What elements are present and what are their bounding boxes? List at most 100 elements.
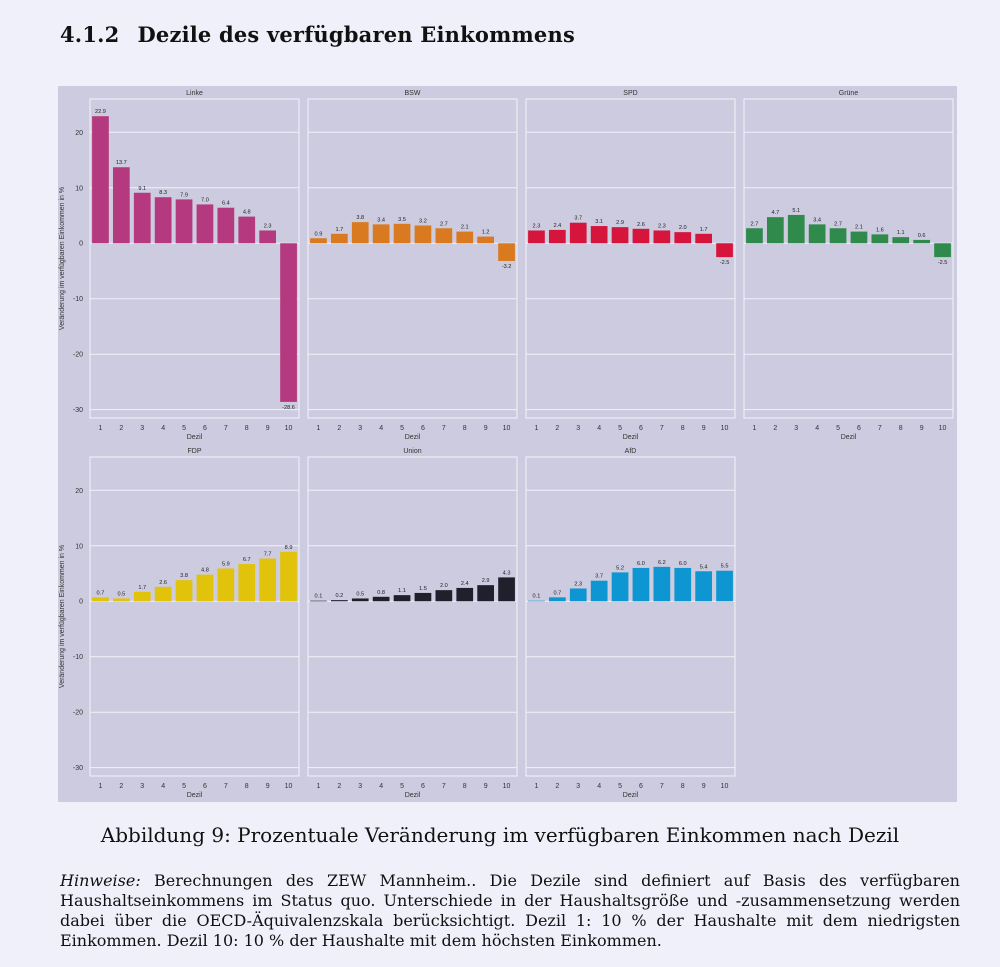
data-label: -3.2 [502, 264, 512, 270]
bar [716, 570, 733, 602]
data-label: 1.6 [876, 227, 884, 233]
data-label: 0.1 [533, 594, 541, 600]
y-tick-label: -10 [73, 296, 83, 303]
bar [808, 224, 826, 244]
data-label: 0.5 [117, 591, 125, 597]
bar [414, 225, 432, 244]
data-label: 3.4 [377, 217, 385, 223]
x-tick-label: 10 [721, 783, 729, 790]
bar [196, 204, 214, 244]
bar [238, 216, 256, 244]
data-label: 2.6 [159, 580, 167, 586]
x-tick-label: 3 [140, 783, 144, 790]
x-tick-label: 9 [266, 783, 270, 790]
data-label: 5.5 [721, 564, 729, 570]
data-label: 1.2 [482, 230, 490, 236]
bar [435, 590, 453, 602]
data-label: 3.2 [419, 218, 427, 224]
data-label: 3.4 [813, 217, 821, 223]
data-label: 3.7 [595, 574, 603, 580]
x-tick-label: 4 [161, 425, 165, 432]
bar [829, 228, 847, 244]
x-tick-label: 2 [337, 425, 341, 432]
x-tick-label: 10 [503, 425, 511, 432]
y-tick-label: -30 [73, 765, 83, 772]
bar [590, 226, 608, 244]
bar [674, 567, 692, 602]
data-label: 9.1 [138, 186, 146, 192]
x-tick-label: 7 [224, 783, 228, 790]
data-label: 2.3 [658, 223, 666, 229]
x-tick-label: 8 [245, 425, 249, 432]
x-tick-label: 5 [400, 783, 404, 790]
section-title: Dezile des verfügbaren Einkommens [137, 22, 575, 47]
bar [456, 231, 474, 244]
x-axis-label: Dezil [623, 792, 639, 799]
x-tick-label: 1 [316, 783, 320, 790]
x-tick-label: 10 [721, 425, 729, 432]
x-tick-label: 8 [899, 425, 903, 432]
x-tick-label: 8 [245, 783, 249, 790]
y-tick-label: 10 [75, 543, 83, 550]
x-tick-label: 3 [576, 783, 580, 790]
x-axis-label: Dezil [187, 792, 203, 799]
bar [787, 214, 805, 244]
x-tick-label: 6 [203, 783, 207, 790]
data-label: 7.7 [264, 552, 272, 558]
data-label: 3.8 [356, 215, 364, 221]
bar [393, 223, 411, 244]
data-label: 6.0 [637, 561, 645, 567]
bar [351, 598, 369, 602]
data-label: 2.3 [264, 223, 272, 229]
x-tick-label: 8 [463, 783, 467, 790]
panel-title: Union [403, 448, 421, 455]
bar [351, 222, 369, 244]
data-label: 0.1 [315, 594, 323, 600]
bar [934, 243, 951, 258]
data-label: 1.1 [897, 230, 905, 236]
x-tick-label: 2 [337, 783, 341, 790]
bar [175, 580, 193, 602]
data-label: 2.7 [440, 221, 448, 227]
data-label: 2.6 [637, 222, 645, 228]
bar [766, 217, 784, 244]
x-tick-label: 7 [224, 425, 228, 432]
data-label: 4.7 [771, 210, 779, 216]
bar [259, 558, 277, 602]
bar [217, 568, 235, 602]
data-label: 4.8 [201, 568, 209, 574]
x-tick-label: 3 [358, 425, 362, 432]
x-tick-label: 4 [379, 783, 383, 790]
y-tick-label: 0 [79, 241, 83, 248]
y-tick-label: -20 [73, 352, 83, 359]
x-axis-label: Dezil [187, 434, 203, 441]
x-tick-label: 6 [421, 425, 425, 432]
data-label: 2.9 [616, 220, 624, 226]
y-tick-label: 0 [79, 599, 83, 606]
x-tick-label: 5 [836, 425, 840, 432]
bar [611, 227, 629, 244]
x-tick-label: 7 [660, 425, 664, 432]
bar [850, 231, 868, 244]
data-label: 0.7 [553, 590, 561, 596]
bar [112, 598, 130, 602]
data-label: 5.1 [792, 208, 800, 214]
panel-frame [307, 456, 518, 777]
x-tick-label: 5 [618, 783, 622, 790]
x-tick-label: 9 [702, 783, 706, 790]
bar [674, 232, 692, 244]
data-label: 3.8 [180, 573, 188, 579]
x-tick-label: 3 [140, 425, 144, 432]
panel-title: SPD [623, 90, 637, 97]
x-tick-label: 1 [316, 425, 320, 432]
notes-label: Hinweise: [60, 871, 141, 890]
x-tick-label: 3 [576, 425, 580, 432]
x-tick-label: 5 [182, 425, 186, 432]
data-label: 6.7 [243, 557, 251, 563]
data-label: 7.9 [180, 192, 188, 198]
bar [112, 167, 130, 244]
bar [133, 591, 151, 602]
bar [196, 574, 214, 602]
data-label: -28.6 [282, 405, 295, 411]
panel-frame [89, 98, 300, 419]
